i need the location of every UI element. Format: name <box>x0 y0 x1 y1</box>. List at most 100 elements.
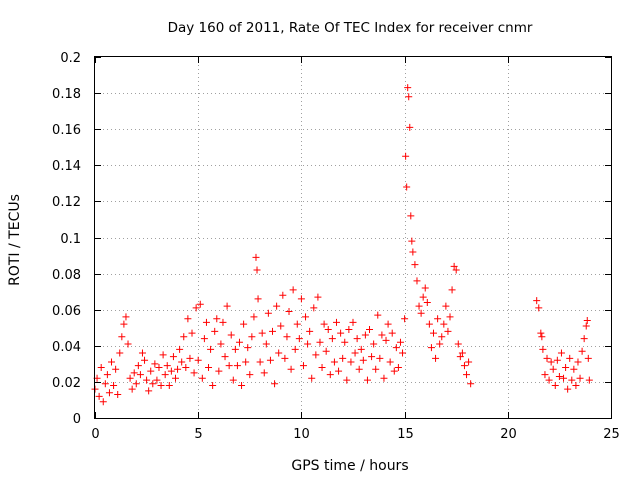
data-point <box>266 356 274 364</box>
data-point <box>465 358 473 366</box>
data-point <box>450 262 458 270</box>
data-point <box>312 351 320 359</box>
data-point <box>167 367 175 375</box>
data-point <box>260 369 268 377</box>
data-point <box>229 376 237 384</box>
data-point <box>339 354 347 362</box>
data-point <box>549 365 557 373</box>
data-point <box>171 374 179 382</box>
x-tick-label: 5 <box>194 427 202 442</box>
data-point <box>407 212 415 220</box>
data-point <box>297 295 305 303</box>
data-point <box>585 376 593 384</box>
data-point <box>153 376 161 384</box>
y-tick-label: 0.14 <box>52 159 81 174</box>
data-point <box>566 354 574 362</box>
data-point <box>452 266 460 274</box>
data-point <box>467 380 475 388</box>
data-point <box>269 327 277 335</box>
data-point <box>335 367 343 375</box>
data-point <box>423 298 431 306</box>
data-point <box>211 327 219 335</box>
data-point <box>252 253 260 261</box>
data-point <box>281 354 289 362</box>
data-point <box>182 363 190 371</box>
data-point <box>209 382 217 390</box>
data-point <box>399 349 407 357</box>
data-point <box>394 363 402 371</box>
data-point <box>306 327 314 335</box>
data-point <box>560 374 568 382</box>
data-point <box>202 318 210 326</box>
data-point <box>436 340 444 348</box>
data-point <box>388 329 396 337</box>
y-tick-label: 0.12 <box>52 195 81 210</box>
data-point <box>438 333 446 341</box>
data-point <box>442 302 450 310</box>
x-axis-label: GPS time / hours <box>291 458 408 474</box>
data-point <box>157 382 165 390</box>
data-point <box>217 340 225 348</box>
data-point <box>370 340 378 348</box>
data-point <box>174 365 182 373</box>
data-point <box>120 320 128 328</box>
data-point <box>403 183 411 191</box>
data-point <box>116 349 124 357</box>
data-point <box>425 320 433 328</box>
data-point <box>205 363 213 371</box>
data-point <box>151 360 159 368</box>
data-point <box>562 363 570 371</box>
data-point <box>341 338 349 346</box>
data-point <box>415 302 423 310</box>
data-point <box>145 387 153 395</box>
data-point <box>304 340 312 348</box>
data-point <box>155 363 163 371</box>
data-point <box>421 284 429 292</box>
data-point <box>138 349 146 357</box>
data-point <box>308 374 316 382</box>
data-point <box>580 335 588 343</box>
data-point <box>103 371 111 379</box>
data-point <box>223 302 231 310</box>
data-point <box>118 333 126 341</box>
data-point <box>361 331 369 339</box>
data-point <box>295 335 303 343</box>
y-axis-ticks: 0 0.02 0.04 0.06 0.08 0.1 0.12 0.14 0.16 0.18 0.2 <box>52 51 611 427</box>
data-point <box>302 313 310 321</box>
data-point <box>337 329 345 337</box>
data-point <box>180 333 188 341</box>
data-point <box>545 376 553 384</box>
data-point <box>553 356 561 364</box>
data-point <box>221 353 229 361</box>
data-point <box>136 371 144 379</box>
data-point <box>376 354 384 362</box>
data-point <box>386 358 394 366</box>
data-point <box>543 354 551 362</box>
data-point <box>355 365 363 373</box>
data-point <box>408 237 416 245</box>
data-point <box>178 358 186 366</box>
data-point <box>130 369 138 377</box>
y-tick-label: 0.2 <box>60 51 81 66</box>
data-point <box>231 345 239 353</box>
data-point <box>169 353 177 361</box>
data-point <box>196 300 204 308</box>
data-point <box>248 333 256 341</box>
data-point <box>291 345 299 353</box>
data-point <box>440 320 448 328</box>
data-point <box>458 349 466 357</box>
data-point <box>583 317 591 325</box>
data-point <box>419 293 427 301</box>
data-point <box>132 380 140 388</box>
data-point <box>316 338 324 346</box>
data-point <box>233 362 241 370</box>
data-point <box>240 320 248 328</box>
grid-lines <box>95 57 611 418</box>
data-point <box>324 326 332 334</box>
data-point <box>547 358 555 366</box>
data-point <box>159 351 167 359</box>
y-tick-label: 0.04 <box>52 340 81 355</box>
data-point <box>190 369 198 377</box>
data-point <box>238 382 246 390</box>
